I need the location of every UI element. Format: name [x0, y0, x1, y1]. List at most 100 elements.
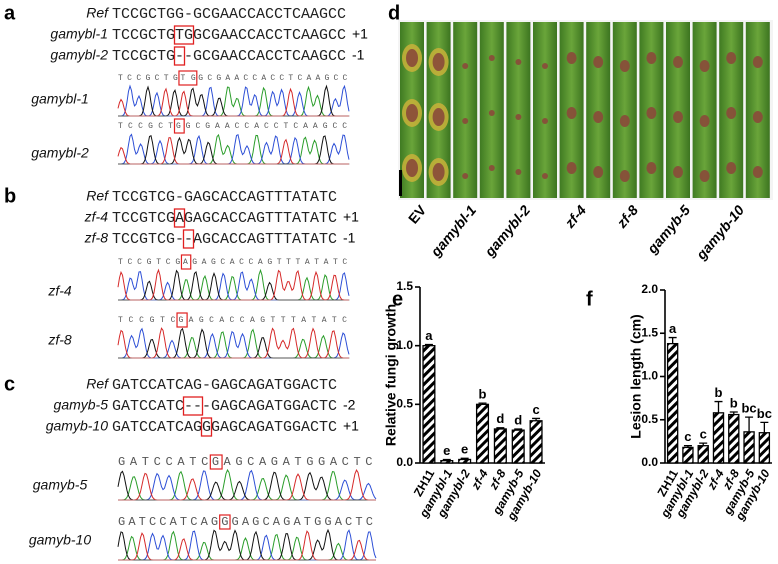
base-call-part: G	[176, 122, 181, 131]
bar	[697, 445, 709, 464]
mutation-box	[182, 229, 195, 249]
lesion	[432, 163, 445, 181]
lesion	[515, 114, 522, 120]
trace-name: gamybl-1	[31, 91, 89, 107]
mutation-box	[178, 70, 198, 86]
error-bar	[714, 400, 723, 413]
lesion	[462, 118, 469, 124]
mutation-box	[209, 454, 223, 470]
sequence-part: TCCGTCG-GAGCACCAGTTTATATC	[112, 189, 337, 206]
y-tick-label: 2.0	[641, 282, 658, 296]
significance-letter: bc	[741, 401, 756, 416]
sequence: TCCGTCGAGAGCACCAGTTTATATC	[112, 210, 337, 227]
base-call-part: G	[179, 316, 184, 325]
bar	[728, 413, 740, 464]
mutation-box	[180, 254, 192, 270]
sequence: GATCCATC---GAGCAGATGGACTC	[112, 398, 337, 415]
error-bar	[532, 417, 541, 421]
lesion	[673, 56, 683, 68]
panel-label: b	[4, 185, 16, 207]
significance-letter: c	[532, 402, 539, 417]
error-bar	[729, 411, 738, 415]
sequence: GATCCATCAGGGAGCAGATGGACTC	[112, 419, 337, 436]
indel-note: -1	[343, 230, 356, 246]
sequence-part: GATCCATCAG-GAGCAGATGGACTC	[112, 377, 337, 394]
error-bar	[442, 458, 451, 461]
sequence-name: gamybl-2	[50, 47, 108, 63]
y-tick-label: 0.0	[396, 455, 413, 469]
trace-name: zf-8	[47, 332, 72, 348]
significance-letter: bc	[757, 406, 772, 421]
sequence-part: GATCCATCAG	[112, 419, 202, 436]
base-call-part: AGCACCAGTTTATATC	[189, 316, 348, 325]
mutation-box	[173, 46, 186, 66]
lesion	[593, 111, 604, 123]
mutation-box	[219, 514, 231, 530]
base-calls: GATCCATC G AGCAGATGGACTC	[118, 455, 372, 469]
lesion	[699, 60, 710, 72]
base-call-part: GATCCATCAG	[118, 515, 218, 529]
mutation-box	[173, 118, 185, 134]
lane-label: gamyb-10	[692, 202, 747, 263]
bar	[712, 412, 725, 464]
y-tick-label: 0.5	[396, 397, 413, 411]
error-bar	[478, 402, 487, 405]
lane-label: EV	[405, 202, 430, 227]
sequence-part: -	[175, 48, 184, 65]
base-call-part: G	[212, 455, 219, 469]
indel-note: +1	[343, 209, 359, 225]
bar	[529, 420, 543, 464]
base-call-part: TG	[180, 74, 195, 83]
lesion	[726, 107, 737, 119]
leaf	[533, 22, 557, 198]
sequence-part: GAGCACCAGTTTATATC	[184, 210, 337, 227]
base-calls: TCCGTC G AGCACCAGTTTATATC	[118, 316, 347, 325]
significance-letter: a	[425, 328, 433, 343]
lesion	[726, 52, 737, 64]
lesion	[488, 55, 495, 61]
lesion	[542, 118, 548, 124]
bar	[758, 432, 771, 464]
sequence-part: GATCCATC	[112, 398, 184, 415]
error-bar	[424, 343, 433, 346]
lesion	[673, 166, 683, 178]
significance-letter: a	[669, 321, 677, 336]
indel-note: +1	[343, 418, 359, 434]
leaf	[453, 22, 478, 198]
bar	[493, 428, 507, 464]
y-tick-label: 1.0	[396, 338, 413, 352]
sequence: TCCGTCG-GAGCACCAGTTTATATC	[112, 189, 337, 206]
significance-letter: d	[514, 412, 522, 427]
lesion	[752, 56, 763, 68]
lesion	[593, 56, 604, 68]
base-calls: TCCGTCG A GAGCACCAGTTTATATC	[118, 258, 347, 267]
base-call-part: GCGAACCACCTCAAGCC	[198, 74, 347, 83]
y-tick-label: 1.5	[641, 325, 658, 339]
chromatogram-trace	[118, 133, 349, 165]
sequence-part: TCCGCTG	[112, 27, 175, 44]
sequence-part: --	[184, 398, 202, 415]
trace-name: gamybl-2	[31, 145, 89, 161]
lesion	[566, 107, 577, 119]
indel-note: -2	[343, 397, 356, 413]
base-call-part: GAGCACCAGTTTATATC	[192, 258, 347, 267]
bar	[682, 446, 694, 464]
bar	[743, 431, 755, 464]
lesion	[432, 53, 445, 71]
sequence: TCCGTCG--AGCACCAGTTTATATC	[112, 231, 337, 248]
lesion	[406, 49, 418, 67]
error-bar	[745, 416, 754, 432]
chromatogram-trace	[118, 133, 350, 165]
lesion	[619, 170, 630, 182]
significance-letter: b	[715, 385, 723, 400]
lesion	[699, 115, 710, 127]
mutation-box	[176, 312, 188, 328]
sequence-part: AGCACCAGTTTATATC	[193, 231, 337, 248]
sequence-name: gamyb-5	[54, 397, 109, 413]
sequence-part: TCCGCTGG-GCGAACCACCTCAAGCC	[112, 6, 346, 23]
lesion	[752, 166, 763, 178]
panel-label: c	[4, 373, 15, 395]
base-calls: GATCCATCAG G GAGCAGATGGACTC	[118, 515, 373, 529]
lane-label: gamybl-2	[481, 202, 534, 260]
lesion	[462, 173, 469, 179]
